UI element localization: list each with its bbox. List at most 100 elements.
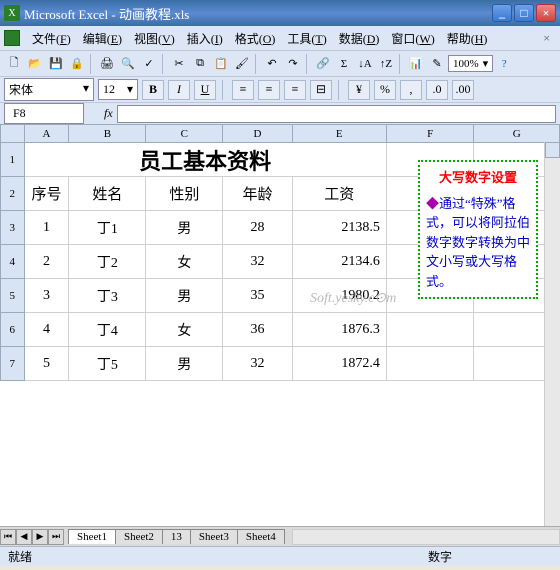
menu-e[interactable]: 编辑(E) bbox=[77, 28, 128, 49]
col-header[interactable]: D bbox=[223, 125, 292, 143]
cell[interactable]: 丁3 bbox=[69, 279, 146, 313]
currency-button[interactable]: ¥ bbox=[348, 80, 370, 100]
font-selector[interactable]: 宋体▾ bbox=[4, 78, 94, 101]
cell[interactable]: 丁5 bbox=[69, 347, 146, 381]
cell[interactable]: 35 bbox=[223, 279, 292, 313]
cell[interactable]: 男 bbox=[146, 211, 223, 245]
cell[interactable]: 年龄 bbox=[223, 177, 292, 211]
cell[interactable]: 1 bbox=[24, 211, 69, 245]
cell[interactable]: 工资 bbox=[292, 177, 386, 211]
tab-next-button[interactable]: ▶ bbox=[32, 529, 48, 545]
row-header[interactable]: 5 bbox=[1, 279, 25, 313]
formula-input[interactable] bbox=[117, 105, 556, 123]
underline-button[interactable]: U bbox=[194, 80, 216, 100]
cell[interactable]: 男 bbox=[146, 347, 223, 381]
col-header[interactable]: B bbox=[69, 125, 146, 143]
cell[interactable]: 5 bbox=[24, 347, 69, 381]
cell[interactable]: 1980.2 bbox=[292, 279, 386, 313]
save-icon[interactable]: 💾 bbox=[46, 54, 66, 74]
cell[interactable]: 28 bbox=[223, 211, 292, 245]
new-icon[interactable]: 🗋 bbox=[4, 54, 24, 74]
help-icon[interactable]: ? bbox=[494, 54, 514, 74]
cell[interactable]: 1876.3 bbox=[292, 313, 386, 347]
undo-icon[interactable]: ↶ bbox=[262, 54, 282, 74]
cell[interactable]: 丁2 bbox=[69, 245, 146, 279]
align-right-button[interactable]: ≡ bbox=[284, 80, 306, 100]
fx-icon[interactable]: fx bbox=[104, 106, 113, 121]
preview-icon[interactable]: 🔍 bbox=[118, 54, 138, 74]
row-header[interactable]: 1 bbox=[1, 143, 25, 177]
tab-first-button[interactable]: ⏮ bbox=[0, 529, 16, 545]
chart-icon[interactable]: 📊 bbox=[406, 54, 426, 74]
menu-d[interactable]: 数据(D) bbox=[333, 28, 386, 49]
cell[interactable]: 女 bbox=[146, 245, 223, 279]
font-size-selector[interactable]: 12▾ bbox=[98, 79, 138, 100]
open-icon[interactable]: 📂 bbox=[25, 54, 45, 74]
menu-h[interactable]: 帮助(H) bbox=[441, 28, 494, 49]
permission-icon[interactable]: 🔒 bbox=[67, 54, 87, 74]
horizontal-scrollbar[interactable] bbox=[292, 529, 560, 545]
format-painter-icon[interactable]: 🖌 bbox=[232, 54, 252, 74]
cell[interactable]: 员工基本资料 bbox=[24, 143, 386, 177]
sheet-tab[interactable]: Sheet3 bbox=[190, 529, 238, 544]
select-all-corner[interactable] bbox=[1, 125, 25, 143]
cell[interactable]: 36 bbox=[223, 313, 292, 347]
menu-o[interactable]: 格式(O) bbox=[229, 28, 282, 49]
copy-icon[interactable]: ⧉ bbox=[190, 54, 210, 74]
cell[interactable]: 1872.4 bbox=[292, 347, 386, 381]
print-icon[interactable]: 🖨 bbox=[97, 54, 117, 74]
cell[interactable]: 2 bbox=[24, 245, 69, 279]
row-header[interactable]: 2 bbox=[1, 177, 25, 211]
percent-button[interactable]: % bbox=[374, 80, 396, 100]
cell[interactable]: 女 bbox=[146, 313, 223, 347]
cell[interactable]: 丁1 bbox=[69, 211, 146, 245]
sort-desc-icon[interactable]: ↑Z bbox=[376, 54, 396, 74]
document-close-button[interactable]: × bbox=[537, 29, 556, 48]
comma-button[interactable]: , bbox=[400, 80, 422, 100]
minimize-button[interactable]: _ bbox=[492, 4, 512, 22]
sheet-tab[interactable]: Sheet4 bbox=[237, 529, 285, 544]
align-center-button[interactable]: ≡ bbox=[258, 80, 280, 100]
cell[interactable]: 男 bbox=[146, 279, 223, 313]
cell[interactable]: 2138.5 bbox=[292, 211, 386, 245]
redo-icon[interactable]: ↷ bbox=[283, 54, 303, 74]
cell[interactable]: 4 bbox=[24, 313, 69, 347]
menu-t[interactable]: 工具(T) bbox=[281, 28, 332, 49]
italic-button[interactable]: I bbox=[168, 80, 190, 100]
cell[interactable]: 丁4 bbox=[69, 313, 146, 347]
cell[interactable]: 性别 bbox=[146, 177, 223, 211]
row-header[interactable]: 4 bbox=[1, 245, 25, 279]
cell[interactable]: 3 bbox=[24, 279, 69, 313]
menu-f[interactable]: 文件(F) bbox=[26, 28, 77, 49]
col-header[interactable]: G bbox=[474, 125, 560, 143]
zoom-selector[interactable]: 100%▾ bbox=[448, 55, 493, 72]
tab-last-button[interactable]: ⏭ bbox=[48, 529, 64, 545]
tab-prev-button[interactable]: ◀ bbox=[16, 529, 32, 545]
sum-icon[interactable]: Σ bbox=[334, 54, 354, 74]
row-header[interactable]: 6 bbox=[1, 313, 25, 347]
sheet-tab[interactable]: Sheet1 bbox=[68, 529, 116, 544]
cell[interactable]: 序号 bbox=[24, 177, 69, 211]
col-header[interactable]: C bbox=[146, 125, 223, 143]
col-header[interactable]: A bbox=[24, 125, 69, 143]
name-box[interactable]: F8 bbox=[4, 103, 84, 124]
cell[interactable]: 姓名 bbox=[69, 177, 146, 211]
col-header[interactable]: F bbox=[386, 125, 474, 143]
spell-icon[interactable]: ✓ bbox=[139, 54, 159, 74]
worksheet-area[interactable]: A B C D E F G 1 员工基本资料 2 序号 姓名 性别 年龄 工资 … bbox=[0, 124, 560, 526]
sheet-tab[interactable]: Sheet2 bbox=[115, 529, 163, 544]
increase-decimal-button[interactable]: .0 bbox=[426, 80, 448, 100]
excel-doc-icon[interactable] bbox=[4, 30, 20, 46]
maximize-button[interactable]: □ bbox=[514, 4, 534, 22]
scroll-up-icon[interactable] bbox=[545, 142, 560, 158]
link-icon[interactable]: 🔗 bbox=[313, 54, 333, 74]
sheet-tab[interactable]: 13 bbox=[162, 529, 191, 544]
col-header[interactable]: E bbox=[292, 125, 386, 143]
vertical-scrollbar[interactable] bbox=[544, 142, 560, 526]
row-header[interactable]: 7 bbox=[1, 347, 25, 381]
menu-i[interactable]: 插入(I) bbox=[181, 28, 229, 49]
align-left-button[interactable]: ≡ bbox=[232, 80, 254, 100]
cell[interactable]: 32 bbox=[223, 245, 292, 279]
paste-icon[interactable]: 📋 bbox=[211, 54, 231, 74]
menu-w[interactable]: 窗口(W) bbox=[385, 28, 440, 49]
